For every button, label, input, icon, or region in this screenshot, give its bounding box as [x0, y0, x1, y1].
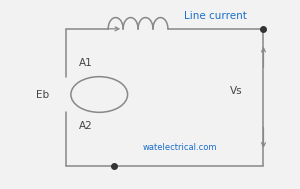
Text: watelectrical.com: watelectrical.com: [142, 143, 217, 152]
Text: Eb: Eb: [36, 90, 49, 99]
Text: Vs: Vs: [230, 86, 243, 96]
Text: A1: A1: [79, 58, 93, 68]
Text: A2: A2: [79, 121, 93, 131]
Text: Line current: Line current: [184, 11, 247, 21]
